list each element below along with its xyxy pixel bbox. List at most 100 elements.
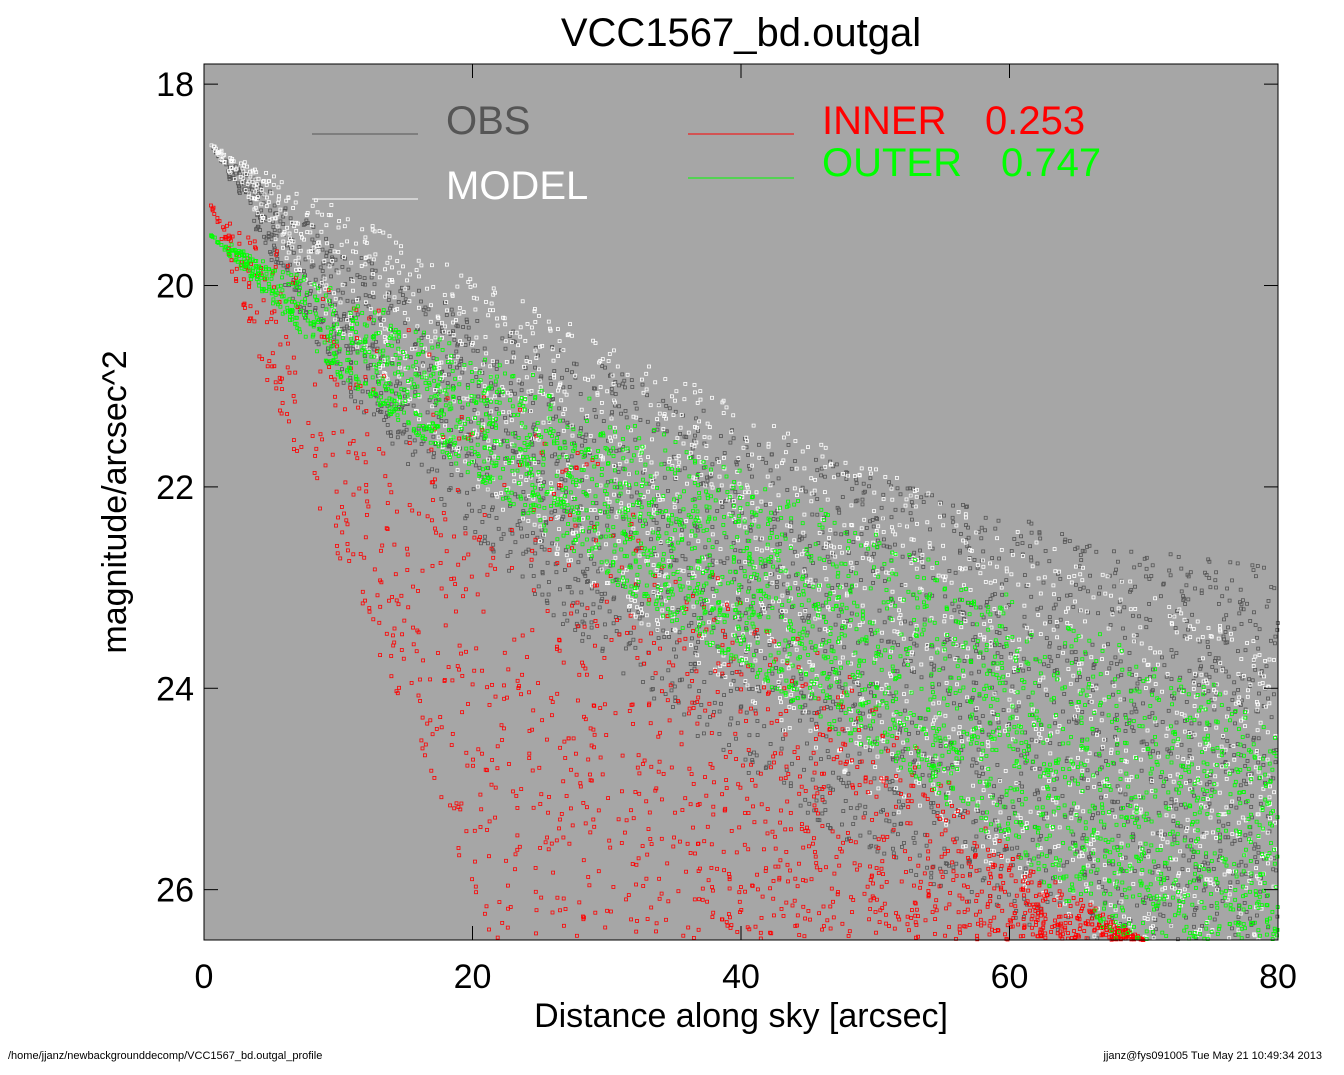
data-point-obs (1222, 617, 1226, 622)
data-point-obs (872, 776, 877, 781)
data-point-obs (586, 635, 591, 640)
data-point-obs (1014, 708, 1019, 713)
data-point-obs (540, 470, 545, 475)
data-point-obs (952, 529, 957, 533)
data-point-obs (475, 348, 480, 353)
data-point-obs (1203, 884, 1208, 889)
data-point-obs (965, 544, 970, 549)
data-point-obs (827, 559, 832, 564)
data-point-obs (834, 702, 838, 707)
data-point-obs (973, 635, 978, 639)
data-point-obs (655, 494, 660, 499)
data-point-obs (1075, 678, 1079, 683)
data-point-obs (782, 647, 787, 652)
data-point-obs (1060, 532, 1064, 536)
data-point-obs (717, 732, 722, 736)
data-point-obs (786, 442, 791, 447)
data-point-obs (1114, 567, 1118, 572)
data-point-obs (900, 845, 904, 849)
data-point-obs (1176, 883, 1181, 888)
data-point-obs (338, 317, 343, 322)
data-point-obs (464, 317, 469, 322)
data-point-obs (587, 529, 591, 534)
data-point-obs (1207, 576, 1212, 580)
data-point-obs (954, 836, 959, 841)
data-point-obs (785, 488, 790, 492)
data-point-obs (947, 654, 952, 659)
data-point-obs (871, 581, 875, 585)
data-point-obs (1218, 848, 1223, 853)
data-point-obs (1208, 585, 1213, 590)
data-point-obs (1204, 672, 1209, 677)
data-point-obs (449, 307, 454, 312)
data-point-obs (754, 648, 759, 653)
data-point-obs (617, 383, 621, 388)
data-point-obs (728, 722, 732, 727)
data-point-obs (412, 438, 417, 443)
data-point-obs (971, 680, 976, 685)
data-point-obs (1121, 626, 1125, 631)
data-point-obs (919, 675, 924, 680)
data-point-obs (561, 385, 566, 390)
data-point-obs (1199, 664, 1203, 669)
data-point-obs (1184, 583, 1189, 588)
data-point-obs (908, 511, 913, 516)
data-point-obs (1016, 781, 1021, 785)
data-point-obs (839, 777, 843, 782)
data-point-obs (846, 551, 851, 555)
data-point-obs (687, 684, 692, 689)
data-point-obs (912, 641, 917, 646)
data-point-obs (1186, 627, 1190, 632)
data-point-obs (1248, 916, 1252, 921)
data-point-obs (455, 365, 459, 370)
data-point-obs (799, 676, 804, 681)
data-point-obs (743, 611, 748, 616)
data-point-obs (234, 171, 238, 176)
data-point-obs (1171, 654, 1175, 659)
data-point-obs (1112, 584, 1117, 589)
data-point-obs (1022, 614, 1027, 619)
data-point-obs (520, 534, 524, 539)
data-point-obs (1275, 628, 1280, 632)
data-point-obs (1123, 713, 1128, 717)
data-point-obs (1248, 831, 1253, 836)
data-point-obs (889, 515, 894, 520)
data-point-obs (1204, 854, 1208, 859)
data-point-obs (773, 511, 777, 516)
data-point-obs (879, 638, 884, 643)
data-point-obs (864, 526, 869, 530)
data-point-obs (413, 390, 418, 395)
data-point-obs (640, 382, 645, 387)
data-point-obs (464, 334, 469, 339)
data-point-obs (1039, 605, 1043, 610)
data-point-obs (538, 486, 543, 491)
data-point-obs (1197, 878, 1201, 883)
data-point-obs (803, 703, 808, 708)
data-point-obs (761, 564, 765, 569)
data-point-obs (1262, 565, 1266, 570)
data-point-obs (896, 643, 900, 647)
data-point-obs (1206, 645, 1210, 649)
data-point-obs (932, 821, 937, 825)
data-point-obs (883, 579, 887, 583)
data-point-obs (585, 567, 590, 571)
data-point-obs (1258, 801, 1263, 806)
data-point-obs (435, 321, 440, 326)
data-point-obs (1037, 837, 1042, 842)
data-point-obs (540, 592, 545, 597)
data-point-obs (318, 265, 323, 270)
data-point-obs (476, 384, 481, 388)
data-point-obs (562, 508, 567, 513)
data-point-obs (1086, 676, 1090, 681)
data-point-obs (900, 554, 905, 559)
data-point-obs (1144, 625, 1149, 630)
data-point-obs (313, 306, 318, 311)
data-point-obs (863, 725, 868, 730)
data-point-obs (877, 608, 882, 613)
data-point-obs (965, 699, 970, 703)
data-point-obs (930, 493, 934, 498)
data-point-obs (656, 422, 661, 427)
data-point-obs (960, 864, 964, 869)
data-point-obs (468, 419, 473, 424)
